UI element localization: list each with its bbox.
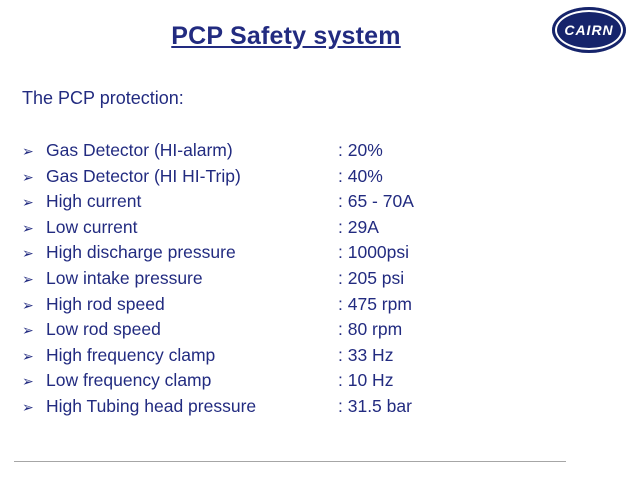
list-item: ➢ Low frequency clamp : 10 Hz: [22, 370, 582, 396]
item-value: : 10 Hz: [338, 370, 394, 391]
item-value: : 205 psi: [338, 267, 405, 288]
arrow-bullet-icon: ➢: [22, 347, 34, 364]
item-label: High frequency clamp: [46, 344, 216, 365]
bottom-divider: [14, 461, 566, 462]
item-label: Low intake pressure: [46, 267, 203, 288]
cairn-logo-text: CAIRN: [564, 22, 614, 38]
item-value: : 80 rpm: [338, 319, 403, 340]
arrow-bullet-icon: ➢: [22, 219, 34, 236]
protection-list: ➢ Gas Detector (HI-alarm) : 20% ➢ Gas De…: [22, 140, 582, 422]
item-label: Gas Detector (HI HI-Trip): [46, 165, 241, 186]
cairn-logo: CAIRN: [552, 7, 626, 53]
item-label: High rod speed: [46, 293, 165, 314]
list-item: ➢ High current : 65 - 70A: [22, 191, 582, 217]
arrow-bullet-icon: ➢: [22, 270, 34, 287]
list-item: ➢ Gas Detector (HI-alarm) : 20%: [22, 140, 582, 166]
arrow-bullet-icon: ➢: [22, 322, 34, 339]
item-label: Low current: [46, 216, 138, 237]
list-item: ➢ High rod speed : 475 rpm: [22, 294, 582, 320]
item-label: High discharge pressure: [46, 242, 236, 263]
list-item: ➢ High frequency clamp : 33 Hz: [22, 345, 582, 371]
item-value: : 31.5 bar: [338, 395, 412, 416]
arrow-bullet-icon: ➢: [22, 296, 34, 313]
list-item: ➢ Low current : 29A: [22, 217, 582, 243]
arrow-bullet-icon: ➢: [22, 373, 34, 390]
list-item: ➢ High Tubing head pressure : 31.5 bar: [22, 396, 582, 422]
item-value: : 20%: [338, 140, 383, 160]
item-label: Gas Detector (HI-alarm): [46, 140, 233, 160]
intro-text: The PCP protection:: [22, 88, 184, 108]
arrow-bullet-icon: ➢: [22, 194, 34, 211]
arrow-bullet-icon: ➢: [22, 398, 34, 415]
item-label: Low rod speed: [46, 319, 161, 340]
item-value: : 1000psi: [338, 242, 410, 263]
arrow-bullet-icon: ➢: [22, 245, 34, 262]
item-value: : 65 - 70A: [338, 191, 414, 212]
arrow-bullet-icon: ➢: [22, 168, 34, 185]
item-label: High current: [46, 191, 142, 212]
list-item: ➢ Low intake pressure : 205 psi: [22, 268, 582, 294]
list-item: ➢ Low rod speed : 80 rpm: [22, 319, 582, 345]
item-label: Low frequency clamp: [46, 370, 212, 391]
list-item: ➢ Gas Detector (HI HI-Trip) : 40%: [22, 166, 582, 192]
slide-title: PCP Safety system: [171, 22, 401, 50]
item-value: : 29A: [338, 216, 379, 237]
item-value: : 33 Hz: [338, 344, 394, 365]
list-item: ➢ High discharge pressure : 1000psi: [22, 242, 582, 268]
item-label: High Tubing head pressure: [46, 395, 257, 416]
item-value: : 40%: [338, 165, 383, 186]
item-value: : 475 rpm: [338, 293, 412, 314]
arrow-bullet-icon: ➢: [22, 143, 34, 159]
